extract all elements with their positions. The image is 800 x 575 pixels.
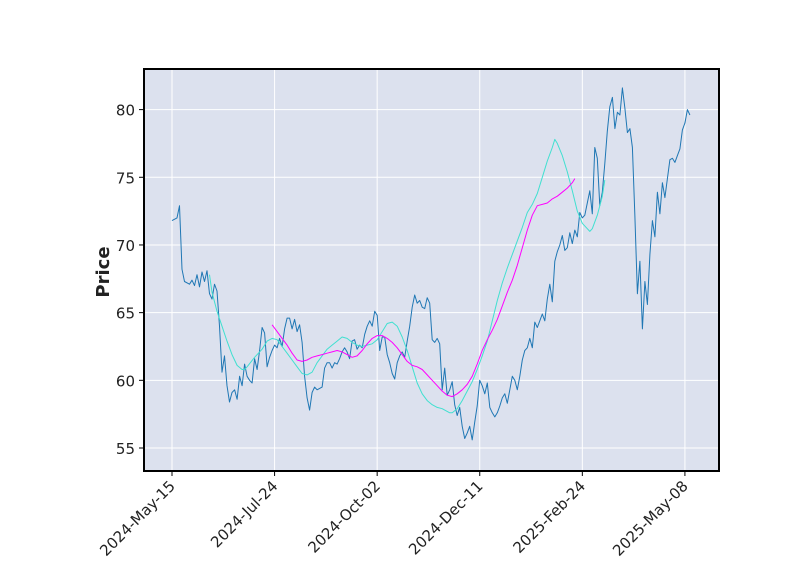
y-tick-label: 65 <box>116 305 135 323</box>
x-tick-label: 2024-Jul-24 <box>207 477 281 551</box>
series-line-2 <box>209 138 606 414</box>
series-lines <box>171 87 691 441</box>
y-tick-label: 80 <box>116 102 135 120</box>
x-tick-label: 2024-Oct-02 <box>304 477 384 557</box>
series-line-1 <box>171 87 691 441</box>
y-tick-label: 75 <box>116 169 135 187</box>
y-tick-label: 55 <box>116 440 135 458</box>
y-axis-title: Price <box>93 246 114 297</box>
y-tick-label: 70 <box>116 237 135 255</box>
plot-background <box>144 69 719 471</box>
grid <box>144 69 719 471</box>
x-tick-label: 2025-May-08 <box>609 477 692 560</box>
x-tick-label: 2025-Feb-24 <box>509 477 589 557</box>
y-tick-label: 60 <box>116 372 135 390</box>
series-line-3 <box>271 178 576 398</box>
x-tick-label: 2024-May-15 <box>96 477 179 560</box>
x-tick-label: 2024-Dec-11 <box>405 477 486 558</box>
plot-frame <box>143 68 720 472</box>
